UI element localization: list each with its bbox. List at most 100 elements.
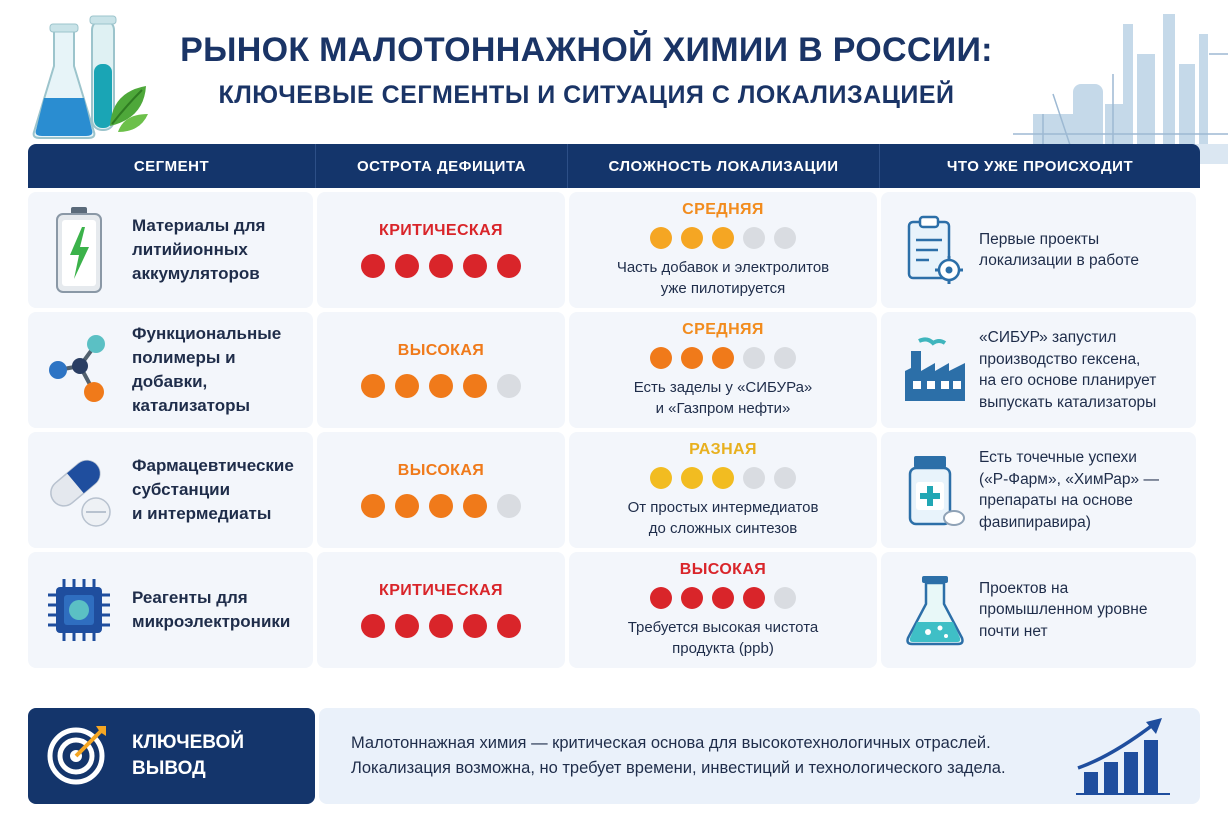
action-text: Проектов на промышленном уровне почти не… xyxy=(979,579,1148,640)
localization-dot-filled xyxy=(650,467,672,489)
segment-label: Реагенты для микроэлектроники xyxy=(132,588,291,631)
action-text: Первые проекты локализации в работе xyxy=(979,230,1139,270)
action-cell: Первые проекты локализации в работе xyxy=(881,192,1196,308)
deficit-dot-empty xyxy=(497,494,521,518)
table-header: СЕГМЕНТ ОСТРОТА ДЕФИЦИТА СЛОЖНОСТЬ ЛОКАЛ… xyxy=(28,144,1200,188)
conclusion-label: КЛЮЧЕВОЙ ВЫВОД xyxy=(132,732,244,779)
action-cell: Проектов на промышленном уровне почти не… xyxy=(881,552,1196,668)
deficit-dot-filled xyxy=(395,614,419,638)
deficit-cell: КРИТИЧЕСКАЯ xyxy=(317,192,565,308)
deficit-dot-empty xyxy=(497,374,521,398)
localization-level: ВЫСОКАЯ xyxy=(679,561,767,578)
localization-dot-filled xyxy=(712,587,734,609)
key-conclusion: КЛЮЧЕВОЙ ВЫВОД Малотоннажная химия — кри… xyxy=(28,708,1200,804)
growth-chart-icon xyxy=(1076,718,1170,795)
localization-dot-empty xyxy=(774,587,796,609)
segment-label: Фармацевтические субстанции и интермедиа… xyxy=(132,456,294,523)
action-cell: «СИБУР» запустил производство гексена, н… xyxy=(881,312,1196,428)
deficit-dot-filled xyxy=(463,494,487,518)
action-cell: Есть точечные успехи («Р-Фарм», «ХимРар»… xyxy=(881,432,1196,548)
deficit-cell: ВЫСОКАЯ xyxy=(317,432,565,548)
localization-dot-empty xyxy=(774,467,796,489)
deficit-dot-filled xyxy=(395,494,419,518)
conclusion-text: Малотоннажная химия — критическая основа… xyxy=(351,734,1006,777)
medicine-jar-icon xyxy=(903,450,967,530)
localization-note: От простых интермедиатов до сложных синт… xyxy=(627,499,819,537)
deficit-rating xyxy=(361,494,521,518)
flask-icon xyxy=(903,570,967,650)
localization-rating xyxy=(650,467,796,489)
deficit-dot-filled xyxy=(497,254,521,278)
refinery-skyline-icon xyxy=(1013,14,1228,164)
factory-icon xyxy=(903,330,967,410)
column-header-actions: ЧТО УЖЕ ПРОИСХОДИТ xyxy=(946,157,1134,175)
localization-dot-filled xyxy=(650,227,672,249)
target-icon xyxy=(46,722,110,791)
conclusion-text-box: Малотоннажная химия — критическая основа… xyxy=(319,708,1200,804)
localization-note: Требуется высокая чистота продукта (ppb) xyxy=(627,619,819,657)
deficit-level: ВЫСОКАЯ xyxy=(397,342,485,359)
conclusion-label-box: КЛЮЧЕВОЙ ВЫВОД xyxy=(28,708,315,804)
localization-cell: ВЫСОКАЯ Требуется высокая чистота продук… xyxy=(569,552,877,668)
segment-label: Функциональные полимеры и добавки, катал… xyxy=(132,324,282,415)
localization-level: РАЗНАЯ xyxy=(689,441,757,458)
localization-dot-filled xyxy=(712,467,734,489)
localization-dot-empty xyxy=(774,347,796,369)
segment-cell: Реагенты для микроэлектроники xyxy=(28,552,313,668)
localization-cell: СРЕДНЯЯ Есть заделы у «СИБУРа» и «Газпро… xyxy=(569,312,877,428)
page-subtitle: КЛЮЧЕВЫЕ СЕГМЕНТЫ И СИТУАЦИЯ С ЛОКАЛИЗАЦ… xyxy=(218,81,955,109)
deficit-dot-filled xyxy=(429,254,453,278)
localization-dot-filled xyxy=(712,227,734,249)
localization-rating xyxy=(650,227,796,249)
localization-dot-empty xyxy=(743,467,765,489)
localization-dot-filled xyxy=(650,347,672,369)
deficit-dot-filled xyxy=(395,254,419,278)
deficit-level: КРИТИЧЕСКАЯ xyxy=(379,222,503,239)
battery-icon xyxy=(42,205,116,295)
pills-icon xyxy=(42,445,116,535)
localization-level: СРЕДНЯЯ xyxy=(682,201,764,218)
localization-rating xyxy=(650,587,796,609)
deficit-dot-filled xyxy=(361,254,385,278)
localization-dot-filled xyxy=(743,587,765,609)
deficit-dot-filled xyxy=(361,374,385,398)
deficit-dot-filled xyxy=(429,494,453,518)
page-title: РЫНОК МАЛОТОННАЖНОЙ ХИМИИ В РОССИИ: xyxy=(180,31,993,69)
localization-dot-filled xyxy=(681,587,703,609)
column-header-segment: СЕГМЕНТ xyxy=(28,144,316,188)
table-row: Реагенты для микроэлектроники КРИТИЧЕСКА… xyxy=(28,552,1200,668)
microchip-icon xyxy=(42,565,116,655)
localization-note: Часть добавок и электролитов уже пилотир… xyxy=(616,259,830,297)
deficit-rating xyxy=(361,374,521,398)
segment-cell: Фармацевтические субстанции и интермедиа… xyxy=(28,432,313,548)
clipboard-gear-icon xyxy=(903,210,967,290)
localization-cell: СРЕДНЯЯ Часть добавок и электролитов уже… xyxy=(569,192,877,308)
deficit-dot-filled xyxy=(463,614,487,638)
table-row: Функциональные полимеры и добавки, катал… xyxy=(28,312,1200,428)
deficit-level: ВЫСОКАЯ xyxy=(397,462,485,479)
localization-cell: РАЗНАЯ От простых интермедиатов до сложн… xyxy=(569,432,877,548)
localization-note: Есть заделы у «СИБУРа» и «Газпром нефти» xyxy=(633,379,813,417)
column-header-deficit: ОСТРОТА ДЕФИЦИТА xyxy=(316,144,568,188)
deficit-rating xyxy=(361,614,521,638)
localization-dot-empty xyxy=(743,347,765,369)
deficit-cell: КРИТИЧЕСКАЯ xyxy=(317,552,565,668)
deficit-dot-filled xyxy=(497,614,521,638)
segment-label: Материалы для литийионных аккумуляторов xyxy=(132,216,266,283)
localization-dot-filled xyxy=(681,347,703,369)
deficit-dot-filled xyxy=(361,614,385,638)
deficit-cell: ВЫСОКАЯ xyxy=(317,312,565,428)
action-text: «СИБУР» запустил производство гексена, н… xyxy=(979,329,1157,411)
segment-cell: Функциональные полимеры и добавки, катал… xyxy=(28,312,313,428)
localization-rating xyxy=(650,347,796,369)
localization-dot-filled xyxy=(712,347,734,369)
action-text: Есть точечные успехи («Р-Фарм», «ХимРар»… xyxy=(979,449,1159,531)
localization-dot-filled xyxy=(681,467,703,489)
localization-dot-filled xyxy=(681,227,703,249)
lab-glassware-icon xyxy=(32,15,148,139)
segment-cell: Материалы для литийионных аккумуляторов xyxy=(28,192,313,308)
table-row: Материалы для литийионных аккумуляторов … xyxy=(28,192,1200,308)
localization-dot-filled xyxy=(650,587,672,609)
deficit-dot-filled xyxy=(429,374,453,398)
localization-dot-empty xyxy=(743,227,765,249)
